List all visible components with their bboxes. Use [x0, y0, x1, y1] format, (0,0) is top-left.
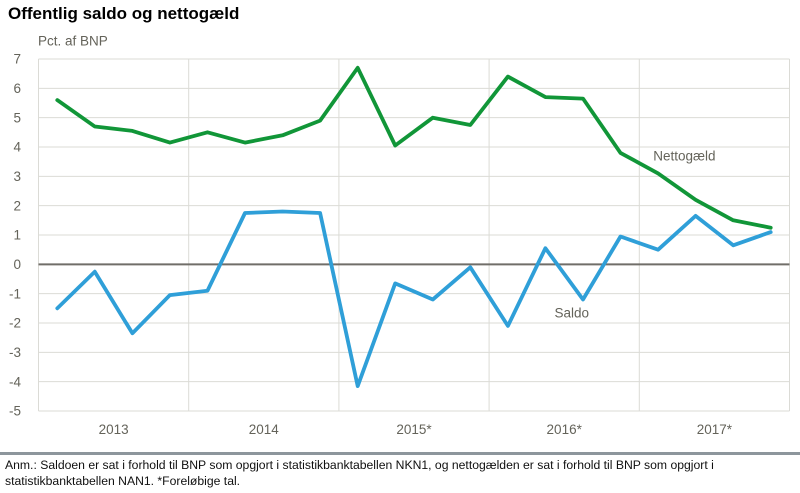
y-axis-tick-label: 0	[13, 257, 21, 272]
y-axis-tick-label: -2	[9, 316, 21, 331]
series-line-nettogæld	[55, 65, 773, 230]
y-axis-tick-label: 2	[13, 198, 21, 213]
x-axis-tick-label: 2013	[99, 422, 129, 437]
y-axis-tick-label: -1	[9, 286, 21, 301]
series-label-saldo: Saldo	[554, 306, 589, 321]
x-axis-tick-label: 2017*	[697, 422, 733, 437]
y-axis-tick-label: 4	[13, 140, 21, 155]
series-line-saldo	[55, 209, 773, 389]
y-axis-tick-label: 7	[13, 52, 21, 67]
y-axis-tick-label: 5	[13, 110, 21, 125]
footnote: Anm.: Saldoen er sat i forhold til BNP s…	[5, 458, 714, 488]
y-axis-tick-label: -3	[9, 345, 21, 360]
y-axis-unit-label: Pct. af BNP	[38, 34, 108, 49]
x-axis-tick-label: 2015*	[396, 422, 432, 437]
y-axis-tick-label: 1	[13, 228, 21, 243]
x-axis-tick-label: 2014	[249, 422, 280, 437]
chart-title: Offentlig saldo og nettogæld	[8, 4, 240, 23]
x-axis-tick-label: 2016*	[547, 422, 583, 437]
y-axis-tick-label: -4	[9, 374, 21, 389]
series-label-nettogæld: Nettogæld	[653, 149, 715, 164]
footer-divider	[0, 452, 800, 455]
y-axis-tick-label: 6	[13, 81, 21, 96]
chart-canvas: 7 6 5 4 3 2 1 0 -1 -2 -3 -4 -5 2013 2014 2015* 2016* 2017…	[9, 34, 790, 437]
y-axis-tick-label: -5	[9, 404, 21, 419]
y-axis-tick-label: 3	[13, 169, 21, 184]
